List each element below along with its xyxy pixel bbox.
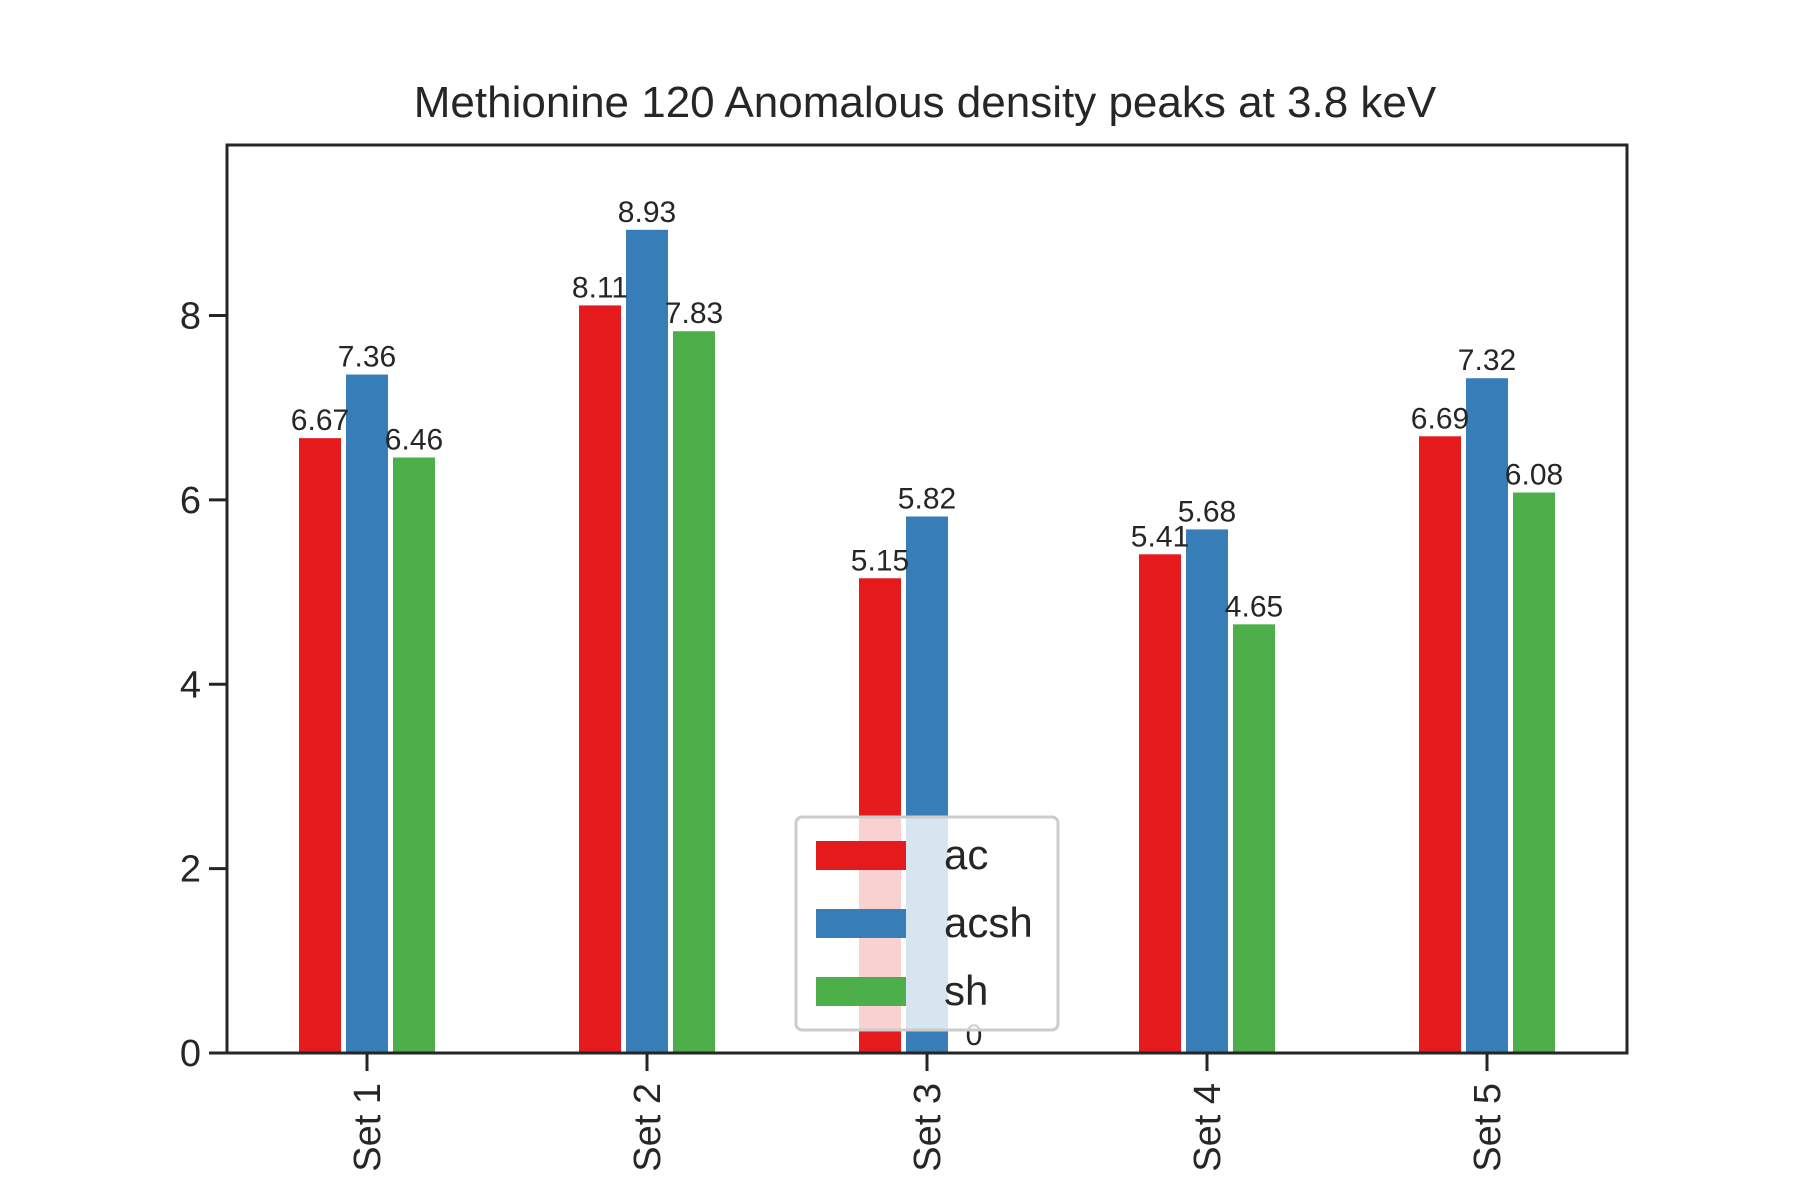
- bar-acsh-set-4: [1186, 529, 1228, 1053]
- bar-sh-set-2: [673, 331, 715, 1054]
- value-label: 7.36: [338, 341, 396, 374]
- x-axis: Set 1 Set 2 Set 3 Set 4 Set 5: [347, 1053, 1509, 1172]
- x-tick-label: Set 1: [347, 1083, 389, 1172]
- legend-label-sh: sh: [944, 967, 988, 1014]
- legend-swatch-acsh: [816, 909, 906, 938]
- x-tick-label: Set 2: [627, 1083, 669, 1172]
- bar-acsh-set-1: [346, 374, 388, 1053]
- value-label: 6.46: [385, 423, 443, 456]
- value-label: 5.15: [851, 544, 909, 577]
- legend-box: [794, 815, 1060, 1032]
- value-label: 5.68: [1178, 495, 1236, 528]
- legend-label-acsh: acsh: [944, 899, 1033, 946]
- bar-ac-set-2: [579, 305, 621, 1054]
- x-tick-label: Set 5: [1467, 1083, 1509, 1172]
- value-label: 7.32: [1458, 344, 1516, 377]
- x-tick-label: Set 4: [1187, 1083, 1229, 1172]
- legend-swatch-sh: [816, 977, 906, 1006]
- value-label: 6.08: [1505, 459, 1563, 492]
- y-tick-label: 4: [180, 664, 201, 706]
- bar-sh-set-1: [393, 457, 435, 1053]
- value-label: 5.82: [898, 482, 956, 515]
- bar-ac-set-4: [1139, 554, 1181, 1053]
- value-label: 7.83: [665, 297, 723, 330]
- value-label: 5.41: [1131, 520, 1189, 553]
- bar-sh-set-4: [1233, 624, 1275, 1053]
- value-labels: 6.677.366.468.118.937.835.155.8205.415.6…: [291, 196, 1563, 1052]
- legend-label-ac: ac: [944, 831, 988, 878]
- value-label: 6.69: [1411, 402, 1469, 435]
- legend: ac acsh sh: [794, 815, 1060, 1032]
- y-tick-label: 0: [180, 1033, 201, 1075]
- bar-acsh-set-5: [1466, 378, 1508, 1054]
- value-label: 8.11: [572, 271, 628, 304]
- legend-swatch-ac: [816, 841, 906, 870]
- x-tick-label: Set 3: [907, 1083, 949, 1172]
- plot-frame: [225, 143, 1629, 1055]
- value-label: 8.93: [618, 196, 676, 229]
- bar-ac-set-5: [1419, 436, 1461, 1053]
- y-tick-label: 8: [180, 296, 201, 338]
- value-label: 6.67: [291, 404, 349, 437]
- y-axis: 0 2 4 6 8: [180, 296, 227, 1075]
- bar-acsh-set-2: [626, 229, 668, 1054]
- bar-sh-set-5: [1513, 492, 1555, 1053]
- value-label: 4.65: [1225, 590, 1283, 623]
- y-tick-label: 2: [180, 849, 201, 891]
- chart-title: Methionine 120 Anomalous density peaks a…: [414, 78, 1437, 127]
- y-tick-label: 6: [180, 480, 201, 522]
- bar-ac-set-1: [299, 438, 341, 1053]
